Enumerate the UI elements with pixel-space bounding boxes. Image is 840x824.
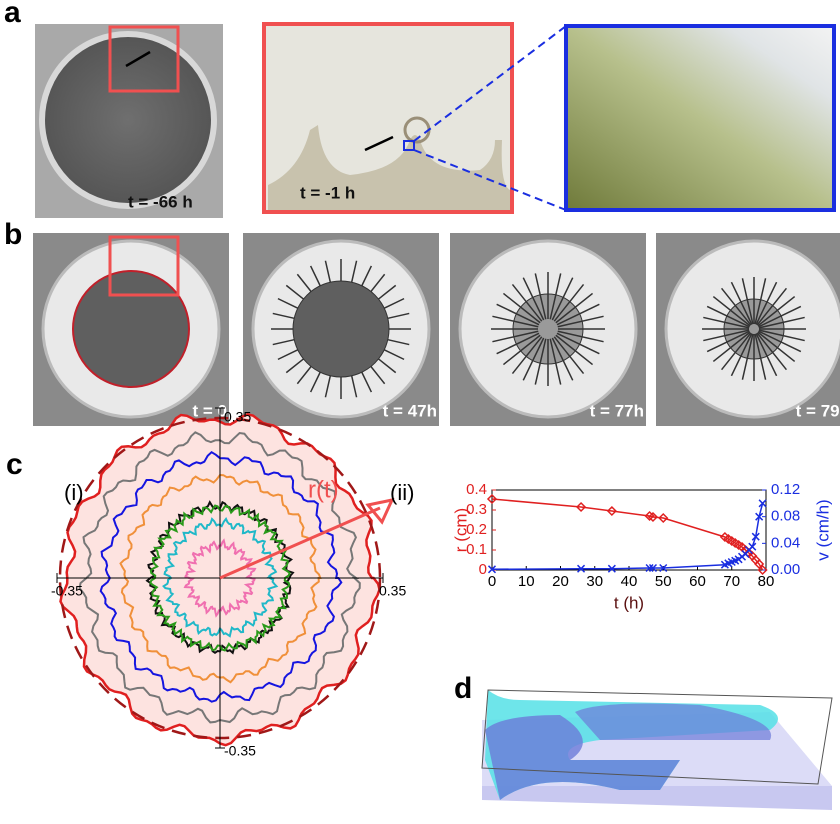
panel-label: b xyxy=(4,218,22,251)
sub-label: (i) xyxy=(64,480,84,505)
y-axis-label: r (cm) xyxy=(451,508,470,552)
figure: a t = -66 h t = -1 h b t = 0t = 47ht = 7… xyxy=(0,0,840,819)
dry-zone xyxy=(73,271,189,387)
dish xyxy=(42,34,214,206)
y2-tick-label: 0.00 xyxy=(771,561,800,578)
line-chart: 0102030405060708000.10.20.30.40.000.040.… xyxy=(451,481,832,613)
x-tick-label: 0 xyxy=(488,573,496,590)
y2-axis-label: v (cm/h) xyxy=(813,499,832,560)
x-tick-label: 40 xyxy=(621,573,638,590)
y2-tick-label: 0.04 xyxy=(771,534,800,551)
tick-label: -0.35 xyxy=(224,743,256,759)
panel-label: d xyxy=(454,672,472,705)
radius-label: r(t) xyxy=(308,476,339,503)
x-tick-label: 60 xyxy=(689,573,706,590)
x-axis-label: t (h) xyxy=(614,593,644,612)
x-tick-label: 30 xyxy=(586,573,603,590)
sub-label: (ii) xyxy=(390,480,414,505)
y2-tick-label: 0.12 xyxy=(771,481,800,498)
micrograph xyxy=(566,26,834,210)
time-label: t = -66 h xyxy=(128,192,193,211)
tick-label: 0.35 xyxy=(379,583,406,599)
time-label: t = -1 h xyxy=(300,183,355,202)
time-label: t = 77h xyxy=(590,401,644,420)
y2-tick-label: 0.08 xyxy=(771,508,800,525)
x-tick-label: 50 xyxy=(655,573,672,590)
panel-label: c xyxy=(6,448,23,481)
x-tick-label: 70 xyxy=(723,573,740,590)
page: a t = -66 h t = -1 h b t = 0t = 47ht = 7… xyxy=(0,0,840,824)
x-tick-label: 10 xyxy=(518,573,535,590)
polar-plot: -0.35 0.35 -0.35 0.35 r(t) (i) (ii) xyxy=(51,408,414,759)
x-tick-label: 20 xyxy=(552,573,569,590)
time-label: t = 79h xyxy=(796,401,840,420)
tick-label: 0.35 xyxy=(224,409,251,425)
series-line xyxy=(492,499,763,570)
dry-zone xyxy=(293,281,389,377)
panel-label: a xyxy=(4,0,21,29)
y-tick-label: 0.4 xyxy=(466,481,487,498)
tick-label: -0.35 xyxy=(51,583,83,599)
y-tick-label: 0 xyxy=(479,561,487,578)
point xyxy=(749,543,756,550)
time-label: t = 47h xyxy=(383,401,437,420)
